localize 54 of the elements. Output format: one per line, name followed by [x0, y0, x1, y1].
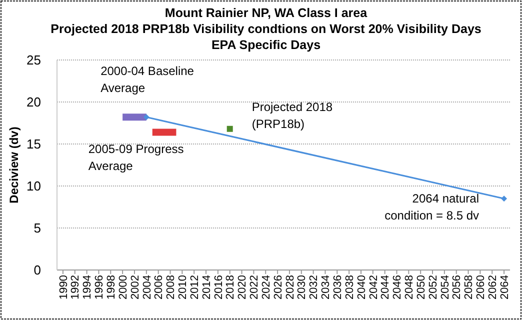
x-tick-label: 2028 — [284, 275, 296, 300]
y-tick-label: 25 — [26, 52, 41, 68]
annotation: 2000-04 Baseline Average — [100, 64, 194, 96]
x-tick-label: 2034 — [320, 275, 332, 300]
x-tick-label: 2036 — [332, 275, 344, 300]
x-tick-label: 2006 — [153, 275, 166, 300]
x-tick-label: 2044 — [380, 275, 392, 300]
x-tick-label: 1994 — [82, 275, 94, 300]
y-tick-label: 20 — [26, 94, 41, 110]
x-tick-label: 2020 — [236, 275, 249, 300]
y-tick-label: 0 — [34, 262, 41, 278]
x-tick-label: 2032 — [308, 275, 320, 300]
x-tick-label: 2008 — [165, 275, 178, 300]
x-tick-label: 2058 — [463, 275, 476, 300]
x-tick-label: 2042 — [368, 275, 380, 300]
y-tick-label: 10 — [26, 178, 41, 194]
x-tick-label: 2016 — [212, 275, 225, 300]
x-tick-label: 2046 — [392, 275, 404, 300]
annotation: Projected 2018 (PRP18b) — [252, 100, 333, 131]
x-tick-label: 2052 — [427, 275, 440, 300]
x-tick-label: 2012 — [188, 275, 201, 300]
x-tick-label: 2014 — [200, 275, 213, 300]
x-tick-label: 2054 — [439, 275, 452, 300]
y-tick-label: 15 — [26, 136, 41, 152]
x-tick-label: 2048 — [404, 275, 416, 300]
x-tick-label: 2004 — [141, 275, 154, 300]
annotation: 2064 natural condition = 8.5 dv — [384, 192, 480, 223]
x-tick-label: 2030 — [296, 275, 308, 300]
x-tick-label: 2050 — [415, 275, 428, 300]
point — [143, 114, 150, 120]
x-tick-label: 2040 — [356, 275, 368, 300]
x-tick-label: 2062 — [486, 275, 499, 300]
chart-subtitle: Projected 2018 PRP18b Visibility condtions on Worst 20% Visibility Days EPA Specific Days — [50, 22, 482, 52]
chart-title: Mount Rainier NP, WA Class I area — [164, 6, 368, 20]
y-tick-label: 5 — [34, 220, 41, 236]
x-tick-label: 1990 — [58, 275, 70, 300]
x-tick-label: 2002 — [129, 275, 142, 300]
x-tick-label: 1992 — [70, 275, 82, 300]
x-tick-label: 2018 — [224, 275, 237, 300]
annotation: 2005-09 Progress Average — [88, 142, 184, 174]
x-tick-label: 1996 — [94, 275, 106, 300]
x-tick-label: 2024 — [260, 275, 272, 300]
x-tick-label: 2022 — [248, 275, 261, 300]
x-tick-label: 1998 — [105, 275, 118, 300]
point — [501, 196, 508, 202]
y-axis-title: Deciview (dv) — [7, 126, 21, 204]
x-tick-label: 2056 — [451, 275, 464, 300]
x-tick-label: 2064 — [498, 275, 511, 300]
x-tick-label: 2060 — [475, 275, 488, 300]
point — [226, 126, 233, 132]
x-tick-label: 2010 — [177, 275, 190, 300]
x-tick-label: 2026 — [272, 275, 284, 300]
x-tick-label: 2000 — [117, 275, 130, 300]
x-tick-label: 2038 — [344, 275, 356, 300]
